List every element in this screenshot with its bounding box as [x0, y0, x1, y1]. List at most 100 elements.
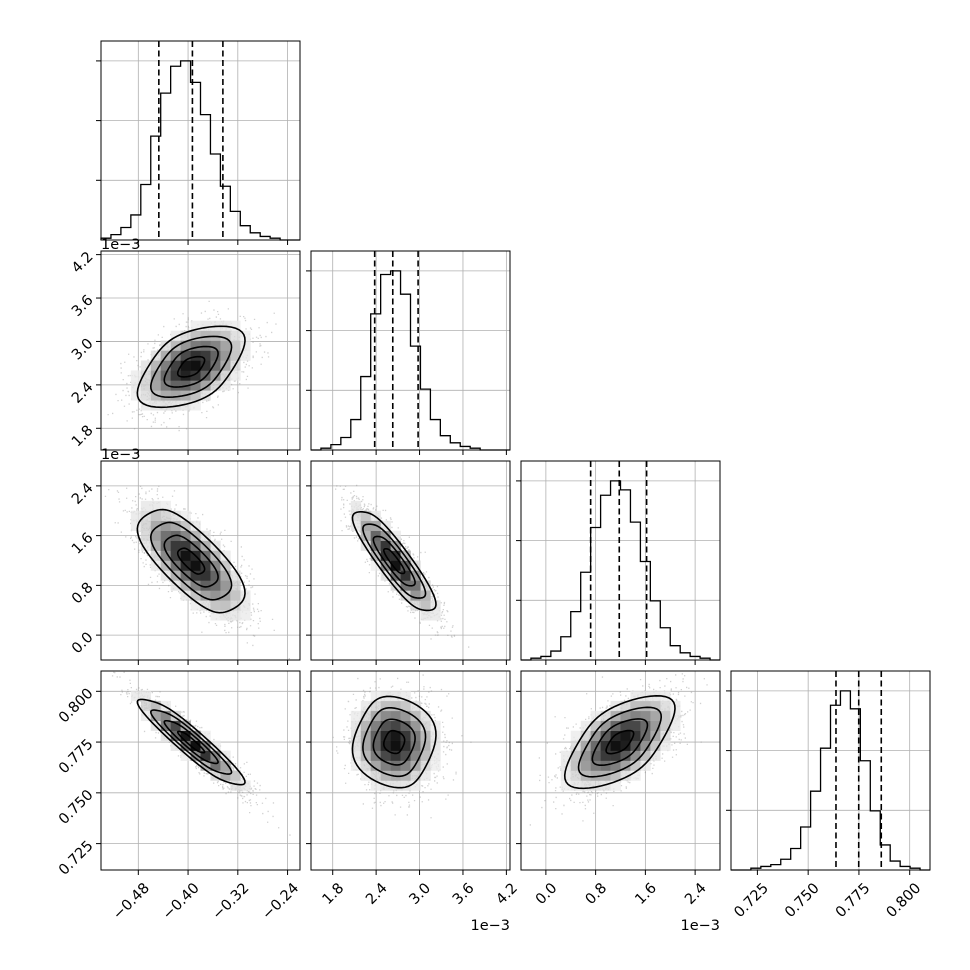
contour-line: [372, 535, 416, 587]
density-cell: [600, 740, 611, 751]
density-cell: [590, 770, 601, 781]
density-cell: [360, 540, 371, 551]
density-cell: [160, 550, 171, 561]
density-cell: [160, 520, 171, 531]
density-cell: [240, 330, 251, 341]
density-cell: [210, 750, 221, 761]
density-cell: [190, 380, 201, 391]
histogram-bar: [601, 495, 611, 660]
x-tick-label: −0.40: [160, 880, 203, 923]
x-tick-label: 0.775: [833, 880, 874, 921]
contour-line: [136, 508, 246, 614]
density-cell: [230, 370, 241, 381]
density-cell: [200, 580, 211, 591]
density-cell: [170, 550, 181, 561]
density-cell: [190, 580, 201, 591]
density-cell: [200, 380, 211, 391]
density-cells: [130, 690, 251, 791]
density-cell: [560, 760, 572, 771]
panel-frame: [520, 670, 721, 871]
density-cell: [180, 750, 191, 761]
y-tick-label: 0.8: [69, 580, 97, 608]
density-cell: [170, 540, 181, 551]
histogram-bar: [181, 61, 191, 240]
x-offset-label: 1e−3: [470, 918, 510, 934]
density-cell: [350, 750, 362, 761]
density-cell: [230, 600, 241, 611]
contour-line: [149, 709, 233, 775]
density-cell: [220, 600, 231, 611]
density-cell: [190, 320, 201, 331]
density-cell: [400, 690, 411, 702]
density-cell: [350, 730, 362, 741]
density-cell: [220, 580, 231, 591]
y-tick-label: 1.6: [69, 530, 97, 558]
histogram-panel-1: [306, 250, 511, 455]
panel-frame: [100, 40, 301, 241]
density-cell: [170, 710, 181, 722]
density-cell: [210, 600, 221, 611]
density-cell: [220, 550, 231, 561]
density-cell: [220, 610, 231, 621]
density-cell: [190, 400, 201, 411]
y-tick-label: 4.2: [69, 249, 97, 277]
density-cell: [170, 330, 181, 341]
density-cell: [190, 520, 201, 531]
density-cell: [230, 770, 241, 781]
density-cell: [390, 710, 401, 722]
density-cell: [370, 780, 381, 791]
histogram-bar: [371, 314, 381, 450]
density-cell: [570, 730, 581, 741]
density-cell: [230, 350, 241, 361]
density-cell: [130, 510, 142, 521]
density-cell: [370, 770, 381, 781]
density-cell: [170, 370, 181, 381]
panel-frame: [310, 670, 511, 871]
density-cell: [190, 530, 201, 541]
density-cell: [560, 770, 572, 781]
density-cells: [130, 500, 251, 621]
density-cell: [370, 560, 381, 571]
density-cell: [430, 750, 441, 761]
density-cell: [640, 750, 651, 761]
histogram-bar: [650, 601, 660, 660]
density-cell: [570, 780, 581, 791]
density-cell: [590, 760, 601, 771]
density-cell: [200, 350, 211, 361]
histogram-bar: [210, 154, 220, 240]
y-tick-label: 0.775: [56, 736, 97, 777]
density-cell: [230, 780, 241, 791]
scatter-panel-3-0: 0.725 0.750 0.775 0.800 −0.48 −0.40 −0.32 −0.24: [56, 670, 302, 923]
density-cell: [190, 590, 201, 601]
density-cell: [600, 720, 611, 731]
density-cell: [150, 380, 161, 391]
density-cell: [390, 540, 401, 551]
density-cell: [420, 750, 431, 761]
density-cell: [370, 700, 381, 712]
density-cell: [130, 520, 142, 531]
density-cell: [180, 360, 191, 371]
histogram-bar: [870, 811, 880, 870]
density-cell: [210, 370, 221, 381]
histogram-bar: [860, 761, 870, 870]
y-tick-label: 2.4: [69, 379, 97, 407]
density-cell: [170, 340, 181, 351]
density-cell: [640, 740, 651, 751]
histogram-bar: [220, 186, 230, 240]
density-cell: [220, 760, 231, 771]
contour-line: [362, 523, 427, 599]
density-cell: [230, 330, 241, 341]
x-tick-label: 0.8: [583, 880, 611, 908]
density-cell: [630, 740, 641, 751]
density-cell: [180, 340, 191, 351]
density-cell: [610, 770, 621, 781]
histogram-bar: [341, 437, 351, 450]
y-tick-label: 2.4: [69, 480, 97, 508]
density-cell: [390, 580, 401, 591]
density-cell: [620, 770, 631, 781]
histogram-step-line: [100, 60, 300, 241]
density-cell: [380, 710, 391, 722]
density-cell: [570, 770, 581, 781]
density-cell: [400, 780, 411, 791]
density-cell: [210, 560, 221, 571]
